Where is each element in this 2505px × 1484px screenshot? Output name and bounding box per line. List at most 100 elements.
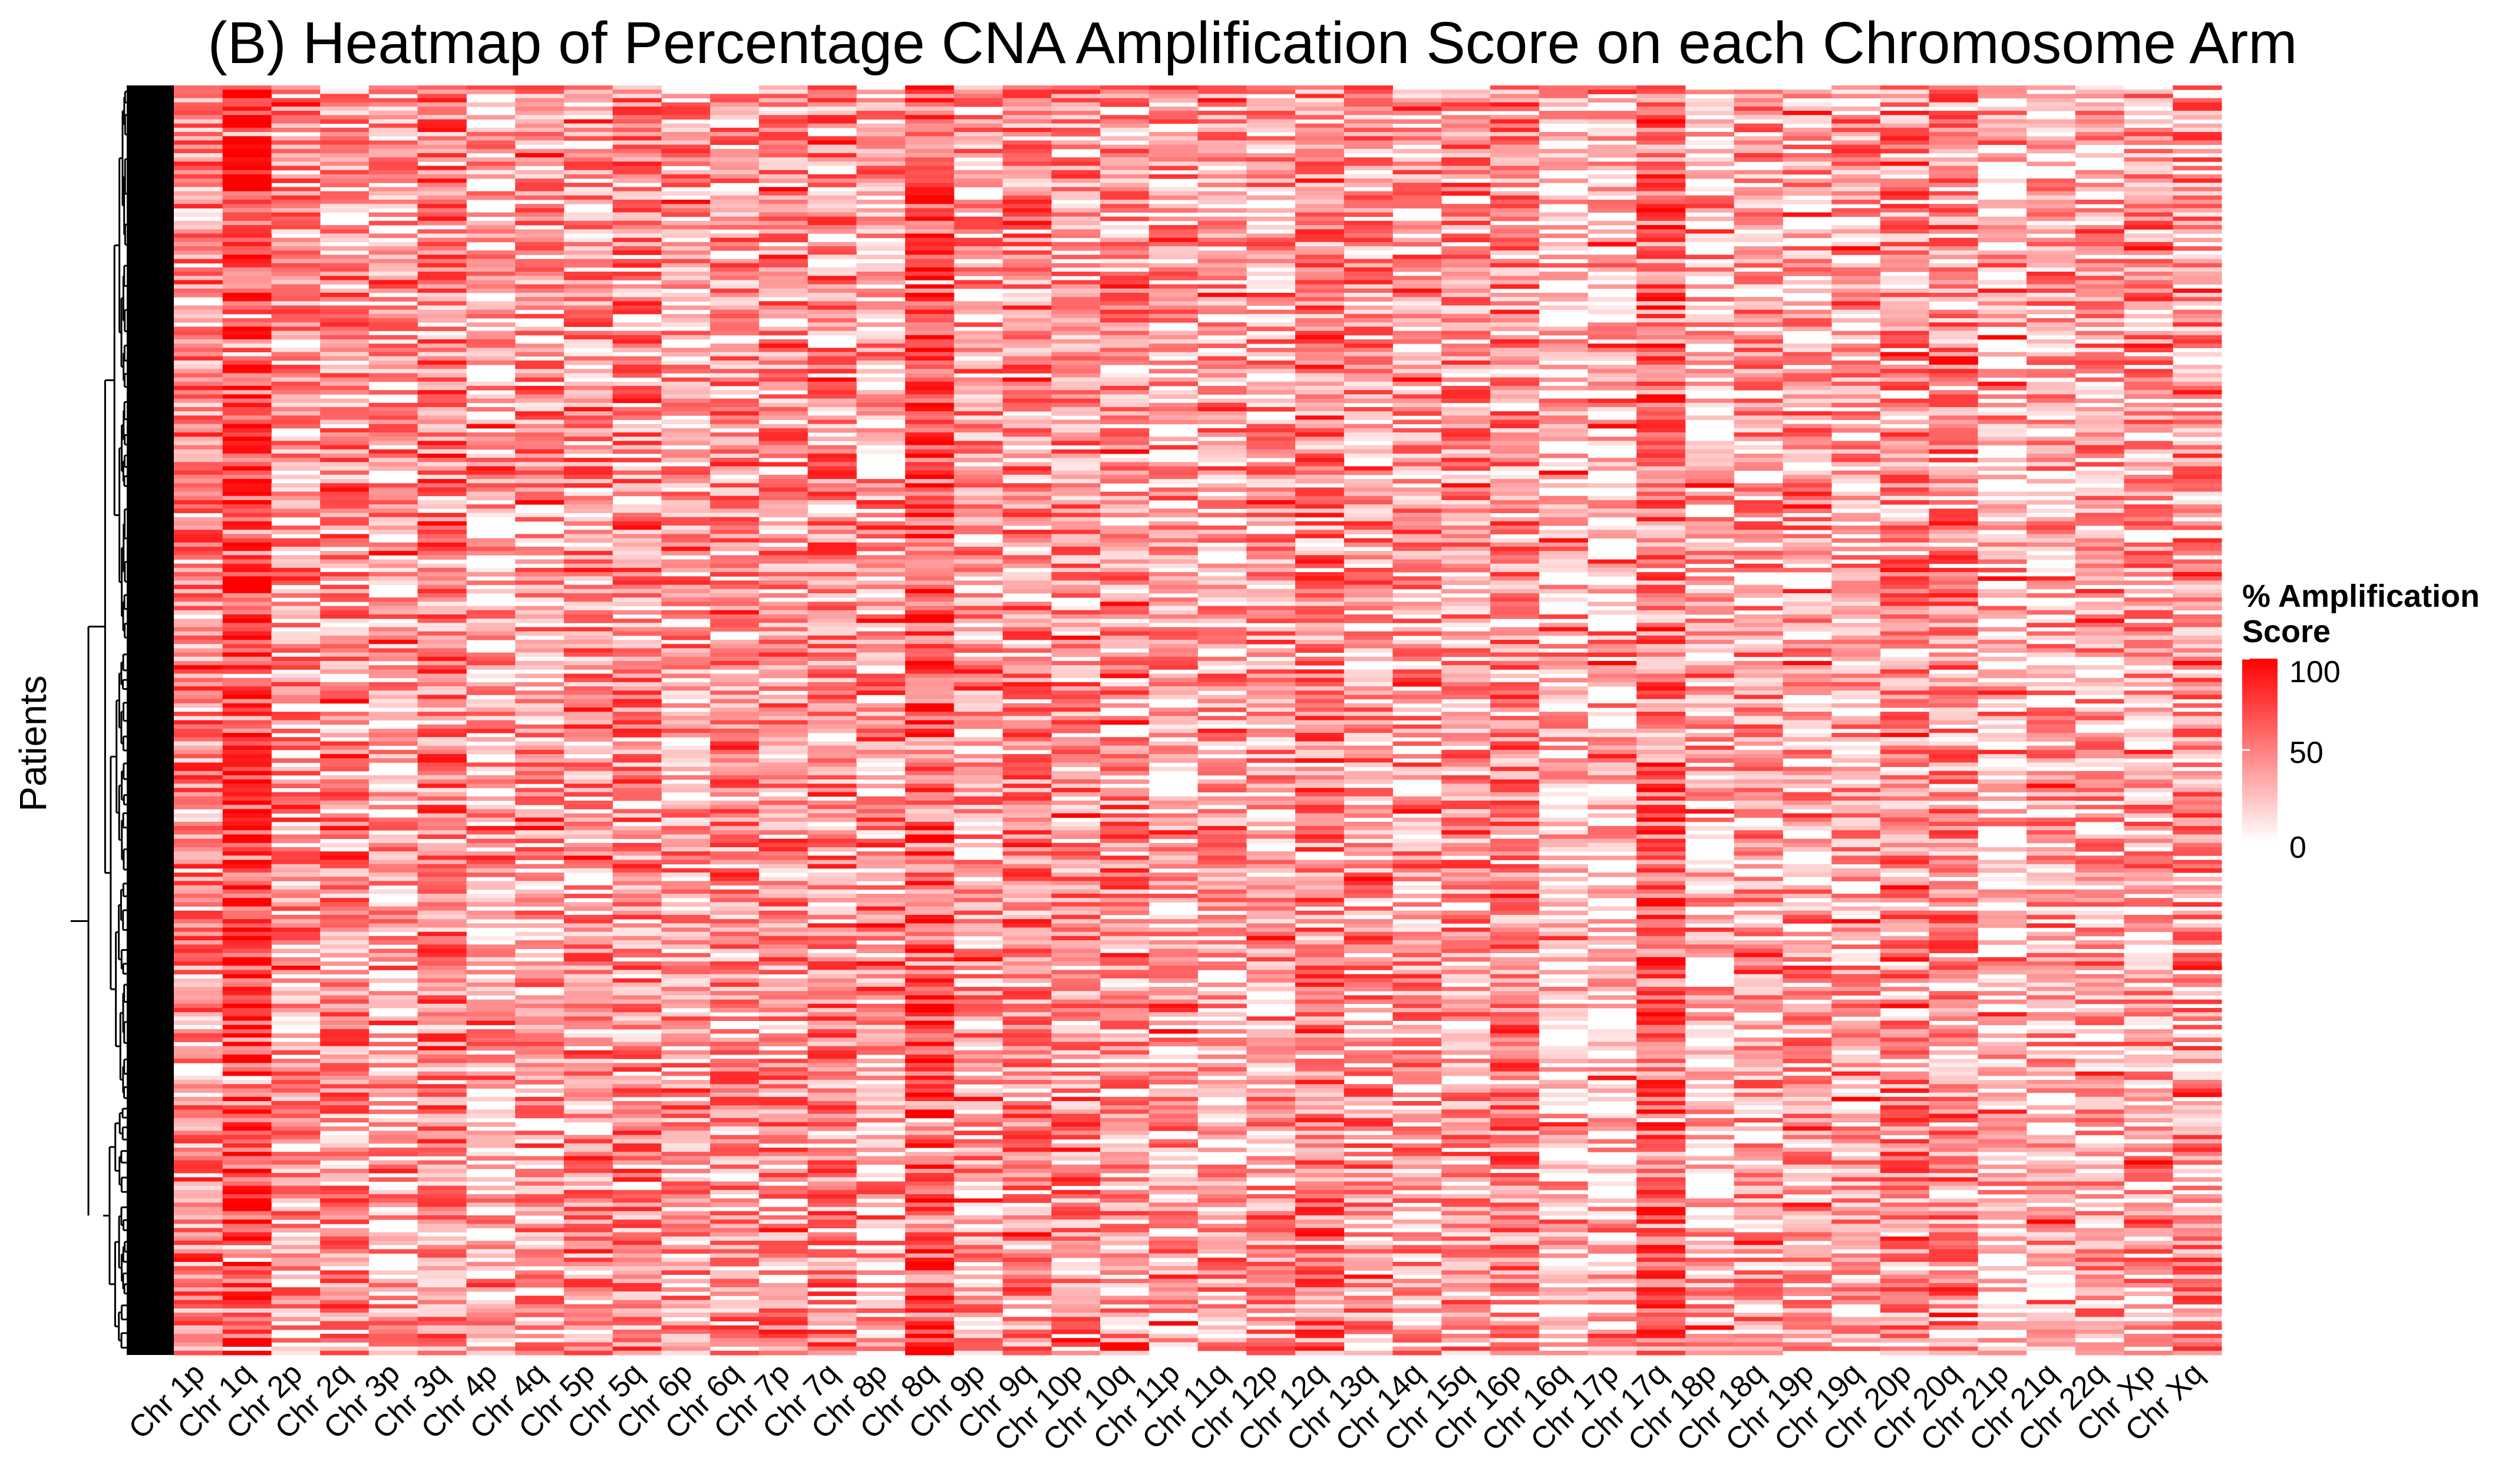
heatmap-cell bbox=[515, 233, 565, 239]
heatmap-cell bbox=[807, 437, 857, 441]
heatmap-cell bbox=[1051, 593, 1101, 598]
heatmap-cell bbox=[222, 1148, 272, 1152]
heatmap-cell bbox=[271, 1046, 321, 1051]
heatmap-cell bbox=[271, 995, 321, 1000]
heatmap-cell bbox=[417, 1295, 467, 1301]
heatmap-cell bbox=[515, 1181, 565, 1186]
heatmap-cell bbox=[417, 132, 467, 137]
heatmap-cell bbox=[222, 1084, 272, 1089]
heatmap-cell bbox=[807, 301, 857, 306]
heatmap-cell bbox=[222, 479, 272, 484]
heatmap-cell bbox=[417, 640, 467, 645]
heatmap-cell bbox=[953, 572, 1004, 577]
heatmap-cell bbox=[612, 619, 662, 623]
heatmap-cell bbox=[953, 834, 1004, 839]
heatmap-cell bbox=[222, 898, 272, 903]
heatmap-cell bbox=[612, 1215, 662, 1220]
heatmap-cell bbox=[612, 119, 662, 124]
heatmap-cell bbox=[417, 85, 467, 90]
heatmap-cell bbox=[905, 513, 955, 518]
heatmap-cell bbox=[905, 170, 955, 175]
heatmap-cell bbox=[271, 1033, 321, 1038]
heatmap-cell bbox=[271, 411, 321, 416]
heatmap-cell bbox=[905, 991, 955, 996]
heatmap-cell bbox=[612, 1219, 662, 1224]
heatmap-cell bbox=[417, 157, 467, 162]
heatmap-cell bbox=[612, 813, 662, 818]
heatmap-cell bbox=[661, 1278, 711, 1284]
heatmap-cell bbox=[905, 208, 955, 213]
heatmap-cell bbox=[905, 826, 955, 831]
heatmap-cell bbox=[320, 970, 369, 974]
heatmap-cell bbox=[563, 1143, 613, 1148]
heatmap-cell bbox=[271, 437, 321, 441]
heatmap-cell bbox=[222, 1224, 272, 1228]
heatmap-cell bbox=[905, 419, 955, 425]
heatmap-cell bbox=[466, 474, 516, 480]
heatmap-cell bbox=[368, 669, 418, 674]
heatmap-cell bbox=[612, 779, 662, 784]
heatmap-cell bbox=[807, 1042, 857, 1047]
heatmap-cell bbox=[905, 1215, 955, 1220]
heatmap-cell bbox=[466, 386, 516, 391]
heatmap-cell bbox=[222, 1338, 272, 1343]
heatmap-cell bbox=[222, 1118, 272, 1123]
heatmap-cell bbox=[271, 860, 321, 865]
heatmap-cell bbox=[1002, 318, 1052, 323]
heatmap-cell bbox=[320, 1338, 369, 1343]
heatmap-cell bbox=[758, 898, 808, 903]
heatmap-cell bbox=[1002, 1283, 1052, 1288]
heatmap-cell bbox=[612, 716, 662, 720]
heatmap-cell bbox=[1051, 161, 1101, 166]
heatmap-cell bbox=[515, 398, 565, 404]
heatmap-cell bbox=[953, 872, 1004, 877]
heatmap-cell bbox=[856, 402, 906, 408]
heatmap-cell bbox=[222, 1253, 272, 1258]
heatmap-cell bbox=[953, 631, 1004, 636]
heatmap-cell bbox=[807, 406, 857, 412]
heatmap-cell bbox=[222, 513, 272, 518]
heatmap-cell bbox=[807, 673, 857, 679]
heatmap-cell bbox=[466, 255, 516, 260]
heatmap-cell bbox=[515, 1033, 565, 1038]
heatmap-cell bbox=[1002, 821, 1052, 827]
heatmap-cell bbox=[417, 1346, 467, 1351]
heatmap-cell bbox=[1051, 546, 1101, 551]
heatmap-cell bbox=[515, 127, 565, 133]
heatmap-cell bbox=[271, 123, 321, 128]
heatmap-cell bbox=[758, 267, 808, 272]
heatmap-cell bbox=[856, 860, 906, 865]
heatmap-cell bbox=[612, 157, 662, 162]
heatmap-cell bbox=[563, 1067, 613, 1072]
heatmap-cell bbox=[807, 627, 857, 632]
heatmap-cell bbox=[368, 695, 418, 700]
heatmap-cell bbox=[515, 237, 565, 243]
heatmap-cell bbox=[1002, 669, 1052, 674]
heatmap-cell bbox=[1051, 437, 1101, 441]
heatmap-cell bbox=[1051, 563, 1101, 569]
heatmap-cell bbox=[174, 1126, 223, 1131]
heatmap-cell bbox=[612, 584, 662, 590]
heatmap-cell bbox=[905, 305, 955, 310]
heatmap-cell bbox=[417, 90, 467, 94]
heatmap-cell bbox=[466, 85, 516, 90]
heatmap-cell bbox=[905, 521, 955, 526]
heatmap-cell bbox=[953, 1266, 1004, 1271]
heatmap-cell bbox=[953, 424, 1004, 429]
heatmap-cell bbox=[710, 817, 760, 822]
heatmap-cell bbox=[271, 1181, 321, 1186]
heatmap-cell bbox=[271, 216, 321, 222]
heatmap-cell bbox=[953, 1253, 1004, 1258]
heatmap-cell bbox=[222, 991, 272, 996]
heatmap-cell bbox=[758, 360, 808, 365]
heatmap-cell bbox=[612, 534, 662, 539]
heatmap-cell bbox=[905, 1287, 955, 1292]
heatmap-cell bbox=[1002, 453, 1052, 458]
heatmap-cell bbox=[856, 1012, 906, 1017]
heatmap-cell bbox=[661, 1113, 711, 1119]
heatmap-cell bbox=[417, 919, 467, 924]
heatmap-cell bbox=[953, 495, 1004, 501]
heatmap-cell bbox=[661, 635, 711, 640]
heatmap-cell bbox=[953, 974, 1004, 979]
heatmap-cell bbox=[174, 948, 223, 954]
